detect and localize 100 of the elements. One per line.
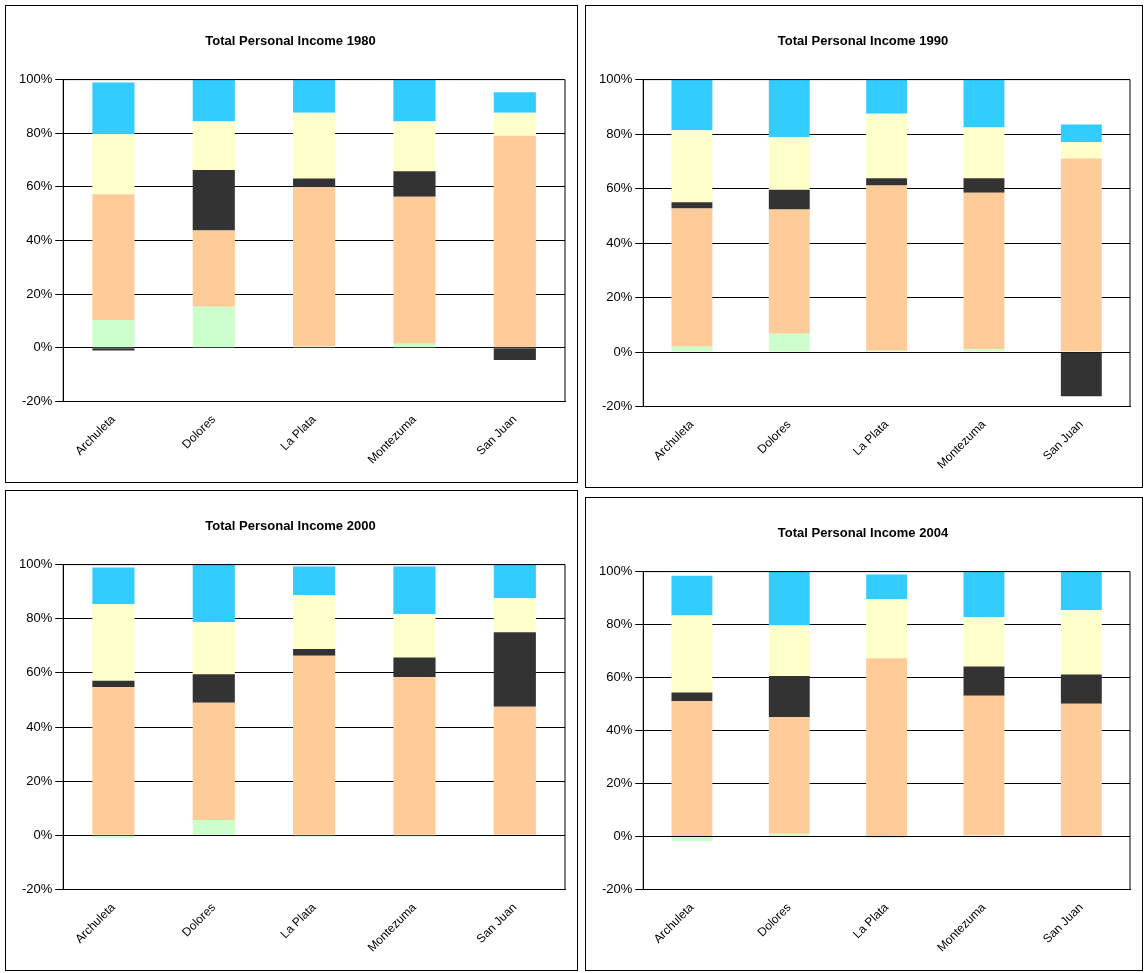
bar — [671, 130, 713, 203]
bar — [671, 208, 713, 347]
bar — [192, 170, 235, 231]
bar — [768, 333, 810, 352]
bar — [1060, 674, 1102, 704]
bar — [866, 658, 908, 836]
bar — [192, 79, 235, 122]
bar — [671, 615, 713, 693]
bar — [768, 717, 810, 834]
bar — [671, 202, 713, 209]
bar — [393, 614, 436, 658]
bar — [192, 622, 235, 675]
bar — [963, 349, 1005, 352]
y-tick-label: 40% — [26, 232, 53, 248]
bar — [671, 692, 713, 702]
chart-title: Total Personal Income 2004 — [777, 525, 949, 541]
y-tick-label: 20% — [606, 289, 633, 305]
bar — [866, 178, 908, 186]
bar — [1060, 158, 1102, 352]
y-tick-label: 80% — [26, 124, 53, 140]
bar — [192, 564, 235, 623]
y-tick-label: -20% — [601, 398, 633, 414]
y-tick-label: 80% — [606, 125, 633, 141]
bar — [393, 657, 436, 677]
bar — [1060, 352, 1102, 397]
y-tick-label: 40% — [26, 718, 53, 734]
y-tick-label: 40% — [606, 234, 633, 250]
bar — [768, 189, 810, 210]
bar — [768, 571, 810, 626]
bar — [963, 178, 1005, 193]
bar — [866, 599, 908, 659]
bar — [963, 666, 1005, 696]
bar — [293, 649, 336, 656]
bar — [671, 575, 713, 616]
bar — [293, 655, 336, 835]
bar — [393, 566, 436, 615]
bar — [92, 319, 135, 348]
bar — [963, 192, 1005, 350]
bar — [963, 571, 1005, 618]
y-tick-label: 0% — [33, 826, 53, 842]
bar — [393, 79, 436, 122]
bar — [293, 112, 336, 179]
bar — [671, 346, 713, 352]
y-tick-label: 20% — [606, 775, 633, 791]
y-tick-label: -20% — [601, 881, 633, 897]
y-tick-label: 80% — [26, 610, 53, 626]
bar — [293, 178, 336, 188]
chart-title: Total Personal Income 2000 — [205, 518, 376, 534]
bar — [92, 680, 135, 687]
bar — [768, 675, 810, 718]
bar — [293, 79, 336, 113]
bar — [768, 625, 810, 676]
bar — [963, 695, 1005, 836]
bar — [192, 819, 235, 835]
bar — [92, 567, 135, 605]
y-tick-label: 0% — [613, 343, 633, 359]
y-tick-label: 100% — [19, 71, 53, 87]
y-tick-label: 0% — [33, 339, 53, 355]
bar — [293, 566, 336, 596]
bar — [192, 230, 235, 307]
y-tick-label: 100% — [19, 556, 53, 572]
chart-title: Total Personal Income 1990 — [777, 33, 949, 49]
bar — [393, 171, 436, 197]
bar — [671, 837, 713, 842]
y-tick-label: 20% — [26, 772, 53, 788]
bar — [768, 209, 810, 334]
y-tick-label: 100% — [599, 71, 633, 87]
bar — [963, 79, 1005, 128]
bar — [192, 121, 235, 170]
bar — [293, 187, 336, 347]
bar — [671, 701, 713, 836]
bar — [963, 127, 1005, 179]
bar — [92, 686, 135, 835]
bar — [671, 79, 713, 131]
bar — [393, 676, 436, 835]
y-tick-label: 0% — [613, 828, 633, 844]
bar — [1060, 141, 1102, 159]
bar — [393, 196, 436, 344]
y-tick-label: 60% — [606, 180, 633, 196]
bar — [493, 632, 536, 707]
chart-title: Total Personal Income 1980 — [205, 33, 376, 49]
bar — [1060, 571, 1102, 611]
bar — [1060, 703, 1102, 836]
y-tick-label: -20% — [21, 393, 53, 409]
bar — [963, 617, 1005, 667]
bar — [768, 79, 810, 138]
bar — [866, 185, 908, 351]
bar — [1060, 610, 1102, 675]
bar — [92, 82, 135, 135]
y-tick-label: 60% — [26, 178, 53, 194]
bar — [192, 674, 235, 703]
bar — [493, 706, 536, 835]
bar — [92, 134, 135, 195]
bar — [92, 604, 135, 681]
bar — [192, 306, 235, 348]
bar — [493, 92, 536, 113]
bar — [293, 595, 336, 650]
y-tick-label: 60% — [606, 669, 633, 685]
bar — [493, 112, 536, 136]
y-tick-label: -20% — [21, 881, 53, 897]
